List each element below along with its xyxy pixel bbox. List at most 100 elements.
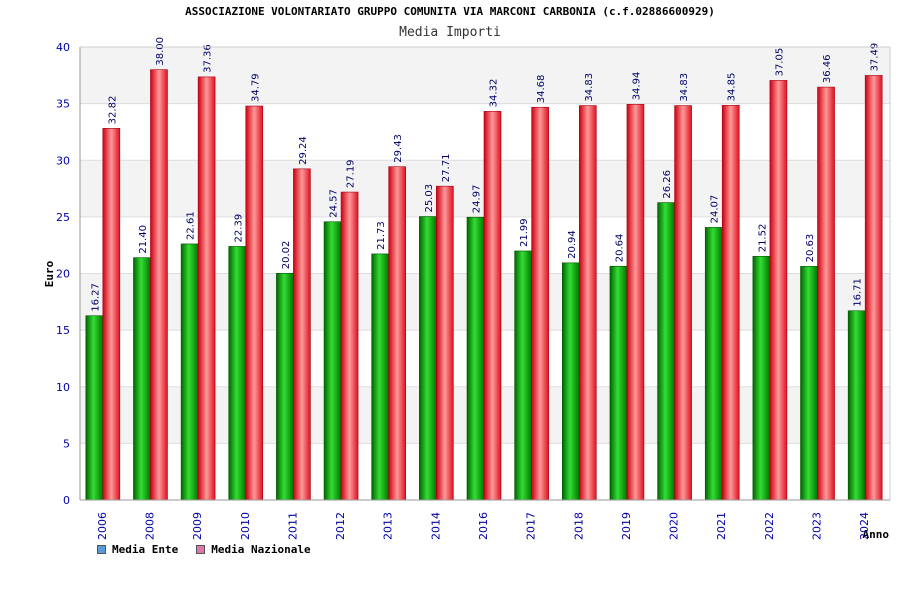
data-label-media-ente-2021: 24.07 xyxy=(710,195,721,224)
x-tick-label: 2012 xyxy=(334,512,347,540)
x-tick-label: 2013 xyxy=(382,512,395,540)
data-label-media-ente-2023: 20.63 xyxy=(805,234,816,263)
data-label-media-ente-2018: 20.94 xyxy=(567,230,578,259)
bar-media-ente-2023 xyxy=(800,266,818,501)
y-tick-label: 15 xyxy=(56,324,70,337)
bar-media-nazionale-2024 xyxy=(864,75,883,501)
y-tick-label: 10 xyxy=(56,381,70,394)
bar-media-ente-2009 xyxy=(180,243,199,501)
legend-swatch-media-ente xyxy=(97,545,106,554)
x-tick-label: 2009 xyxy=(191,512,204,540)
bar-media-ente-2013 xyxy=(371,253,390,501)
x-tick-label: 2023 xyxy=(811,512,824,540)
bar-media-nazionale-2010 xyxy=(245,105,264,501)
bar-media-ente-2006 xyxy=(85,315,104,501)
x-tick-label: 2016 xyxy=(477,512,490,540)
bar-media-nazionale-2009 xyxy=(197,76,216,501)
data-label-media-nazionale-2019: 34.94 xyxy=(631,72,642,101)
x-tick-label: 2017 xyxy=(525,512,538,540)
data-label-media-nazionale-2021: 34.85 xyxy=(727,73,738,102)
bar-media-nazionale-2008 xyxy=(150,69,168,501)
bar-media-nazionale-2023 xyxy=(817,86,835,501)
y-tick-label: 0 xyxy=(63,494,70,507)
data-label-media-nazionale-2008: 38.00 xyxy=(155,37,166,66)
bar-media-nazionale-2022 xyxy=(769,80,788,501)
data-label-media-nazionale-2009: 37.36 xyxy=(203,44,214,73)
x-tick-label: 2011 xyxy=(286,512,299,540)
y-tick-label: 35 xyxy=(56,98,70,111)
bar-media-ente-2020 xyxy=(657,202,675,501)
data-label-media-ente-2010: 22.39 xyxy=(233,214,244,243)
bar-media-nazionale-2011 xyxy=(293,168,311,501)
legend-label-media-ente: Media Ente xyxy=(112,543,179,556)
y-tick-label: 40 xyxy=(56,41,70,54)
bar-media-ente-2014 xyxy=(419,216,437,501)
chart-title: ASSOCIAZIONE VOLONTARIATO GRUPPO COMUNIT… xyxy=(185,5,715,18)
bar-media-ente-2017 xyxy=(514,250,532,501)
bar-media-ente-2018 xyxy=(561,262,580,501)
x-tick-label: 2022 xyxy=(763,512,776,540)
data-label-media-nazionale-2022: 37.05 xyxy=(774,48,785,77)
data-label-media-nazionale-2014: 27.71 xyxy=(441,154,452,183)
data-label-media-ente-2022: 21.52 xyxy=(757,224,768,253)
data-label-media-nazionale-2016: 34.32 xyxy=(489,79,500,108)
y-tick-label: 5 xyxy=(63,437,70,450)
bar-media-ente-2019 xyxy=(609,265,628,501)
x-axis-title: Anno xyxy=(863,528,890,541)
data-label-media-nazionale-2011: 29.24 xyxy=(298,136,309,165)
data-label-media-nazionale-2018: 34.83 xyxy=(584,73,595,102)
data-label-media-nazionale-2013: 29.43 xyxy=(393,134,404,163)
bar-media-ente-2021 xyxy=(704,227,723,501)
bar-media-nazionale-2020 xyxy=(674,105,692,501)
bar-media-nazionale-2019 xyxy=(626,104,645,501)
bar-media-nazionale-2017 xyxy=(531,106,549,501)
data-label-media-ente-2013: 21.73 xyxy=(376,221,387,250)
legend-item-media-nazionale: Media Nazionale xyxy=(196,543,311,556)
data-label-media-ente-2009: 22.61 xyxy=(186,211,197,240)
legend-item-media-ente: Media Ente xyxy=(97,543,178,556)
bar-media-nazionale-2016 xyxy=(483,111,502,501)
data-label-media-ente-2006: 16.27 xyxy=(90,283,101,312)
chart-legend: Media Ente Media Nazionale xyxy=(97,543,311,556)
bar-media-ente-2011 xyxy=(276,272,294,501)
data-label-media-ente-2014: 25.03 xyxy=(424,184,435,213)
bar-media-nazionale-2012 xyxy=(340,191,359,501)
chart-subtitle: Media Importi xyxy=(399,25,501,40)
data-label-media-ente-2011: 20.02 xyxy=(281,241,292,270)
x-tick-label: 2018 xyxy=(572,512,585,540)
data-label-media-ente-2016: 24.97 xyxy=(472,185,483,214)
data-label-media-nazionale-2017: 34.68 xyxy=(536,75,547,104)
data-label-media-ente-2017: 21.99 xyxy=(519,218,530,247)
x-tick-label: 2024 xyxy=(858,512,871,540)
x-tick-label: 2006 xyxy=(96,512,109,540)
x-tick-label: 2010 xyxy=(239,512,252,540)
x-tick-label: 2008 xyxy=(143,512,156,540)
x-tick-label: 2020 xyxy=(668,512,681,540)
y-axis-title: Euro xyxy=(43,260,56,287)
legend-swatch-media-nazionale xyxy=(196,545,206,554)
x-tick-label: 2019 xyxy=(620,512,633,540)
bar-media-ente-2024 xyxy=(847,310,866,501)
data-label-media-nazionale-2023: 36.46 xyxy=(822,54,833,83)
data-label-media-nazionale-2012: 27.19 xyxy=(346,159,357,188)
y-tick-label: 30 xyxy=(56,154,70,167)
data-label-media-nazionale-2024: 37.49 xyxy=(870,43,881,72)
y-tick-label: 20 xyxy=(56,268,70,281)
data-label-media-nazionale-2010: 34.79 xyxy=(250,73,261,102)
data-label-media-ente-2019: 20.64 xyxy=(614,234,625,263)
data-label-media-ente-2008: 21.40 xyxy=(138,225,149,254)
x-tick-label: 2021 xyxy=(715,512,728,540)
bar-media-nazionale-2021 xyxy=(721,105,740,501)
data-label-media-ente-2012: 24.57 xyxy=(329,189,340,218)
bar-media-ente-2016 xyxy=(466,216,485,501)
y-tick-label: 25 xyxy=(56,211,70,224)
data-label-media-ente-2020: 26.26 xyxy=(662,170,673,199)
bar-media-nazionale-2006 xyxy=(102,128,121,501)
legend-label-media-nazionale: Media Nazionale xyxy=(211,543,311,556)
data-label-media-nazionale-2006: 32.82 xyxy=(107,96,118,125)
bar-media-ente-2008 xyxy=(133,257,151,501)
data-label-media-ente-2024: 16.71 xyxy=(853,278,864,307)
data-label-media-nazionale-2020: 34.83 xyxy=(679,73,690,102)
bar-media-ente-2010 xyxy=(228,246,247,501)
